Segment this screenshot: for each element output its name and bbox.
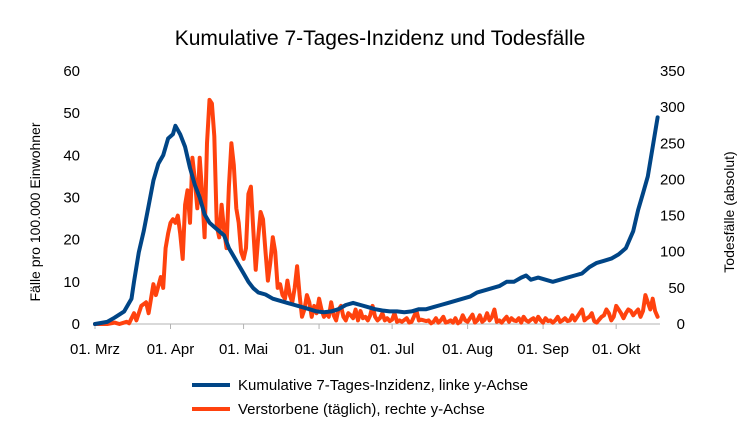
x-tick-label: 01. Sep (517, 341, 569, 358)
chart-title: Kumulative 7-Tages-Inzidenz und Todesfäl… (175, 27, 586, 50)
right-y-tick-label: 350 (660, 63, 685, 80)
right-y-tick-label: 50 (668, 280, 685, 297)
series-lines (93, 97, 660, 326)
legend-label-incidence: Kumulative 7-Tages-Inzidenz, linke y-Ach… (238, 377, 528, 394)
x-tick-label: 01. Mrz (70, 341, 120, 358)
left-y-tick-label: 10 (63, 274, 80, 291)
incidence-series-line (93, 115, 660, 326)
left-y-tick-label: 50 (63, 105, 80, 122)
legend-label-deaths: Verstorbene (täglich), rechte y-Achse (238, 401, 485, 418)
left-y-tick-label: 40 (63, 147, 80, 164)
right-y-tick-label: 200 (660, 171, 685, 188)
x-axis-ticks: 01. Mrz 01. Apr 01. Mai 01. Jun 01. Jul 01. A… (70, 324, 641, 358)
x-tick-label: 01. Mai (219, 341, 268, 358)
x-tick-label: 01. Jul (370, 341, 414, 358)
right-y-axis-title: Todesfälle (absolut) (721, 151, 737, 272)
left-y-tick-label: 0 (72, 316, 80, 333)
left-y-axis-ticks: 0 10 20 30 40 50 60 (63, 63, 80, 333)
left-y-tick-label: 30 (63, 190, 80, 207)
right-y-tick-label: 100 (660, 244, 685, 261)
right-y-tick-label: 0 (677, 316, 685, 333)
right-y-tick-label: 250 (660, 135, 685, 152)
left-y-tick-label: 60 (63, 63, 80, 80)
right-y-tick-label: 150 (660, 208, 685, 225)
left-y-tick-label: 20 (63, 232, 80, 249)
legend: Kumulative 7-Tages-Inzidenz, linke y-Ach… (192, 377, 528, 418)
left-y-axis-title: Fälle pro 100.000 Einwohner (27, 122, 43, 301)
x-tick-label: 01. Okt (592, 341, 641, 358)
x-tick-label: 01. Jun (294, 341, 343, 358)
deaths-series-line (93, 97, 660, 326)
right-y-axis-ticks: 0 50 100 150 200 250 300 350 (660, 63, 685, 333)
x-tick-label: 01. Aug (442, 341, 493, 358)
x-tick-label: 01. Apr (147, 341, 195, 358)
right-y-tick-label: 300 (660, 99, 685, 116)
